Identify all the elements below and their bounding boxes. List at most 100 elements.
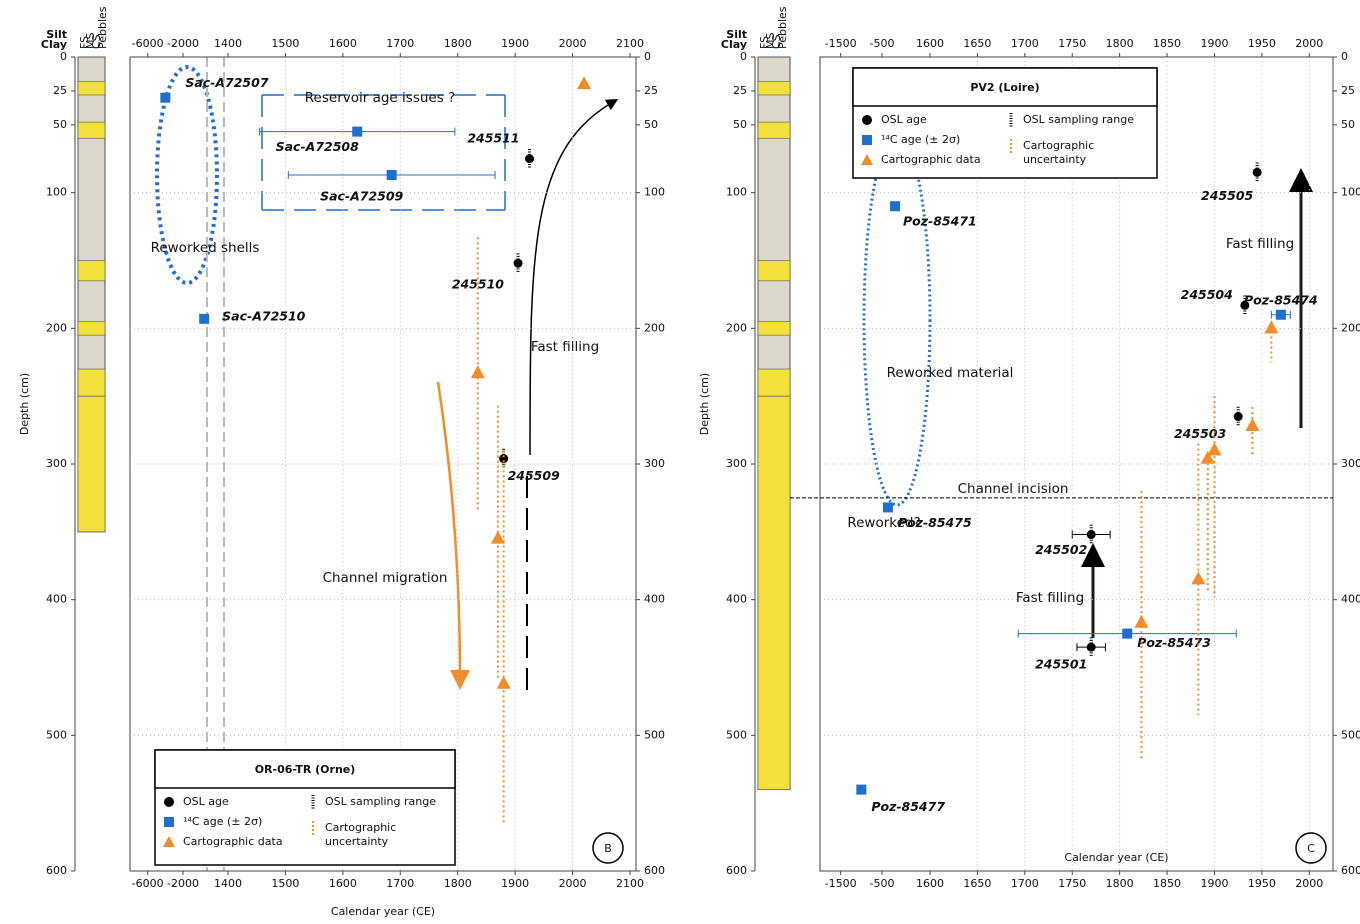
carto-point [1207,442,1221,455]
y-tick-label-right: 500 [644,728,665,741]
c14-point [856,785,866,795]
x-tick-label-bottom: 2000 [559,877,587,890]
point-label: 245505 [1201,188,1253,203]
x-tick-label-bottom: 1600 [916,877,944,890]
y-tick-label-right: 25 [1341,84,1355,97]
point-label: 245502 [1035,542,1087,557]
x-tick-label-bottom: 1800 [1106,877,1134,890]
annotation: Channel migration [323,570,448,586]
x-tick-label-top: 1750 [1058,37,1086,50]
point-label: 245504 [1181,287,1233,302]
x-tick-label-bottom: 1700 [386,877,414,890]
y-tick-label-right: 50 [644,118,658,131]
x-tick-label-top: 1800 [444,37,472,50]
x-tick-label-top: -1500 [825,37,857,50]
lithology-band [78,261,105,281]
y-axis-label: Depth (cm) [18,373,31,435]
point-label: Sac-A72509 [320,189,403,204]
y-tick-label: 400 [726,593,747,606]
y-tick-label-right: 600 [1341,864,1360,877]
y-axis-label: Depth (cm) [698,373,711,435]
y-tick-label: 600 [46,864,67,877]
x-axis-label: Calendar year (CE) [331,905,435,918]
legend-swatch [164,797,174,807]
chart-title: OR-06-TR (Orne) [255,763,356,776]
point-label: 245503 [1174,426,1226,441]
panel-label: B [604,842,612,855]
c14-point [1276,310,1286,320]
legend-label: Cartographic data [881,153,981,166]
lithology-band [758,122,790,138]
annotation: Fast filling [1016,590,1084,606]
carto-point [497,676,511,689]
x-tick-label-bottom: 1950 [1248,877,1276,890]
y-tick-label: 300 [726,457,747,470]
carto-point [471,365,485,378]
x-tick-label-top: -500 [870,37,895,50]
legend-label: OSL sampling range [1023,113,1134,126]
lithology-band [758,261,790,281]
carto-point [1191,571,1205,584]
annotation: Reworked shells [151,240,260,256]
lithology-band [758,322,790,336]
y-tick-label-right: 200 [1341,321,1360,334]
legend-label: OSL sampling range [325,795,436,808]
point-label: Poz-85473 [1137,635,1211,650]
x-tick-label-bottom: 1900 [501,877,529,890]
y-tick-label: 300 [46,457,67,470]
y-tick-label: 25 [733,84,747,97]
x-tick-label-bottom: 1900 [1200,877,1228,890]
annotation: Reworked material [887,365,1014,381]
legend-label: OSL age [881,113,927,126]
x-tick-label-top: 1500 [271,37,299,50]
x-tick-label-top: 1850 [1153,37,1181,50]
page: {"chart_data":[ {"type":"scatter","title… [0,0,1360,924]
x-tick-label-bottom: 1400 [214,877,242,890]
carto-point [1264,320,1278,333]
annotation: Fast filling [531,339,599,355]
y-tick-label-right: 50 [1341,118,1355,131]
x-tick-label-bottom: 1600 [329,877,357,890]
x-tick-label-top: 1700 [386,37,414,50]
point-label: 245509 [508,468,560,483]
lithology-band [758,81,790,95]
lithology-band [78,81,105,95]
carto-point [1245,418,1259,431]
y-tick-label-right: 25 [644,84,658,97]
osl-point [1253,168,1262,177]
point-label: Poz-85471 [903,214,977,229]
x-tick-label-bottom: 1500 [271,877,299,890]
c14-point [160,93,170,103]
lithology-band [78,369,105,396]
point-label: Sac-A72507 [185,75,268,90]
x-tick-label-top: 1400 [214,37,242,50]
y-tick-label-right: 300 [644,457,665,470]
y-tick-label-right: 0 [644,50,651,63]
y-tick-label: 0 [60,50,67,63]
x-tick-label-top: -2000 [167,37,199,50]
y-tick-label: 200 [46,321,67,334]
figure: SiltClayFSMSCSPebbles0025255050100100200… [0,0,1360,924]
x-tick-label-bottom: -500 [870,877,895,890]
c14-point [890,201,900,211]
y-tick-label-right: 300 [1341,457,1360,470]
x-tick-label-bottom: 1850 [1153,877,1181,890]
y-tick-label-right: 100 [644,186,665,199]
y-tick-label: 25 [53,84,67,97]
point-label: Sac-A72510 [222,308,305,323]
osl-point [1234,412,1243,421]
legend-swatch [862,115,872,125]
lithology-band [758,396,790,789]
legend-swatch [164,817,174,827]
legend-label: Cartographicuncertainty [325,821,396,848]
y-tick-label-right: 400 [644,593,665,606]
c14-point [352,127,362,137]
osl-point [514,259,523,268]
x-tick-label-bottom: -1500 [825,877,857,890]
x-tick-label-top: -6000 [132,37,164,50]
chart-title: PV2 (Loire) [970,81,1039,94]
y-tick-label-right: 0 [1341,50,1348,63]
y-tick-label: 200 [726,321,747,334]
panel: SiltClayFSMSCSPebbles0025255050100100200… [698,6,1360,890]
x-tick-label-top: 2100 [616,37,644,50]
